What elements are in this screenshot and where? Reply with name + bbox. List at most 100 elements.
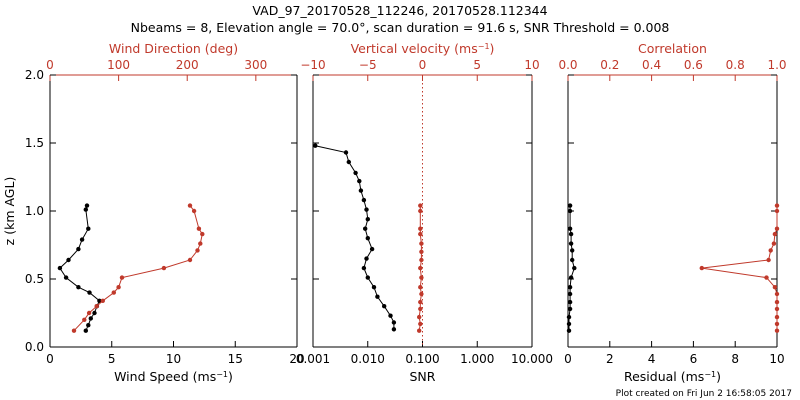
wind-series-black-point (76, 285, 81, 290)
vertical-series-black-point (353, 170, 358, 176)
y-tick-label: 2.0 (25, 68, 44, 82)
vertical-top-tick-label: −10 (300, 58, 325, 72)
wind-series-black-point (83, 328, 89, 333)
correlation-bottom-tick-label: 0 (564, 352, 572, 366)
y-tick-label: 1.5 (25, 136, 44, 150)
vertical-bottom-tick-label: 1.000 (460, 352, 494, 366)
figure-title: VAD_97_20170528_112246, 20170528.112344 (252, 3, 547, 18)
wind-top-tick-label: 300 (244, 58, 267, 72)
wind-series-black-point (97, 298, 102, 303)
vertical-series-red-point (419, 275, 424, 280)
correlation-series-black-point (568, 241, 574, 246)
correlation-series-red-point (774, 291, 780, 297)
correlation-series-red-point (774, 226, 780, 231)
wind-bottom-tick-label: 20 (289, 352, 304, 366)
correlation-series-red-point (774, 328, 780, 333)
wind-series-red-point (116, 285, 121, 290)
wind-series-black-point (83, 207, 89, 212)
correlation-series-black-point (567, 208, 573, 214)
correlation-series-red-point (771, 241, 777, 246)
vertical-bottom-tick-label: 10.000 (511, 352, 553, 366)
vertical-series-red-point (418, 231, 423, 237)
wind-bottom-axis-label: Wind Speed (ms−1) (114, 369, 233, 384)
correlation-top-tick-label: 0.4 (642, 58, 661, 72)
vertical-series-black-point (364, 256, 369, 261)
correlation-series-black-point (566, 328, 572, 333)
wind-bottom-tick-label: 5 (108, 352, 116, 366)
correlation-series-red-point (699, 265, 704, 271)
vertical-series-black-point (364, 207, 369, 212)
vertical-top-tick-label: −5 (359, 58, 377, 72)
wind-series-red-point (82, 317, 87, 322)
correlation-top-tick-label: 1.0 (767, 58, 786, 72)
correlation-series-black-point (568, 231, 574, 237)
correlation-series-red-point (774, 299, 780, 305)
vertical-bottom-tick-label: 0.001 (296, 352, 330, 366)
vertical-series-black-point (313, 143, 318, 148)
correlation-series-red-point (772, 231, 778, 237)
y-axis-label: z (km AGL) (2, 177, 17, 246)
wind-series-black-point (79, 237, 85, 242)
correlation-series-black-point (567, 285, 573, 290)
vertical-top-tick-label: 10 (524, 58, 539, 72)
vertical-series-black-point (391, 320, 397, 325)
wind-series-black-line (59, 205, 101, 331)
vertical-series-red-point (419, 249, 424, 254)
wind-series-black-point (66, 257, 71, 263)
wind-series-red-point (119, 275, 125, 280)
vertical-top-tick-label: 0 (419, 58, 427, 72)
vertical-series-black-point (346, 159, 351, 165)
wind-bottom-tick-label: 0 (46, 352, 54, 366)
correlation-bottom-tick-label: 8 (731, 352, 739, 366)
correlation-series-red-point (764, 275, 769, 280)
correlation-series-black-point (567, 203, 573, 208)
vertical-bottom-axis-label: SNR (410, 369, 436, 384)
wind-series-black-point (63, 275, 69, 280)
correlation-series-red-point (768, 248, 773, 253)
vertical-series-red-point (418, 203, 423, 208)
wind-series-red-line (73, 205, 203, 332)
wind-series-black-point (92, 310, 97, 316)
vertical-series-black-point (382, 304, 387, 309)
vertical-series-red-point (417, 328, 422, 333)
wind-series-red-point (111, 290, 117, 295)
correlation-top-tick-label: 0.0 (558, 58, 577, 72)
correlation-top-tick-label: 0.2 (600, 58, 619, 72)
wind-series-black-point (84, 203, 90, 208)
correlation-series-red-point (772, 285, 778, 290)
vertical-series-black-point (369, 246, 375, 252)
correlation-series-red-point (774, 306, 780, 312)
y-tick-label: 0.5 (25, 272, 44, 286)
vertical-series-black-point (365, 236, 370, 241)
vertical-series-red-line (418, 205, 422, 331)
correlation-series-red-point (774, 321, 780, 327)
correlation-series-black-point (570, 248, 575, 253)
figure-subtitle: Nbeams = 8, Elevation angle = 70.0°, sca… (131, 20, 670, 35)
vertical-series-black-point (391, 327, 397, 332)
wind-bottom-tick-label: 15 (228, 352, 243, 366)
wind-series-black-point (76, 246, 81, 252)
vertical-bottom-tick-label: 0.010 (351, 352, 385, 366)
y-tick-label: 0.0 (25, 340, 44, 354)
correlation-top-tick-label: 0.6 (684, 58, 703, 72)
correlation-top-tick-label: 0.8 (726, 58, 745, 72)
vertical-series-red-point (419, 257, 424, 263)
wind-series-red-point (71, 328, 77, 333)
correlation-series-black-point (566, 314, 572, 320)
wind-series-red-point (100, 298, 106, 303)
wind-series-red-point (195, 248, 200, 253)
vertical-series-black-point (363, 226, 368, 231)
vertical-series-red-point (418, 299, 423, 305)
vertical-bottom-tick-label: 0.100 (405, 352, 439, 366)
vertical-series-black-point (343, 150, 349, 155)
vertical-series-black-point (371, 285, 377, 290)
vertical-series-black-point (361, 197, 367, 203)
correlation-series-black-point (567, 291, 573, 297)
wind-series-red-point (86, 310, 92, 316)
wind-series-black-point (87, 290, 92, 295)
correlation-series-red-point (774, 203, 780, 208)
correlation-series-black-line (568, 205, 575, 331)
correlation-bottom-tick-label: 4 (648, 352, 656, 366)
correlation-top-axis-label: Correlation (638, 41, 707, 56)
wind-series-red-point (161, 265, 167, 271)
